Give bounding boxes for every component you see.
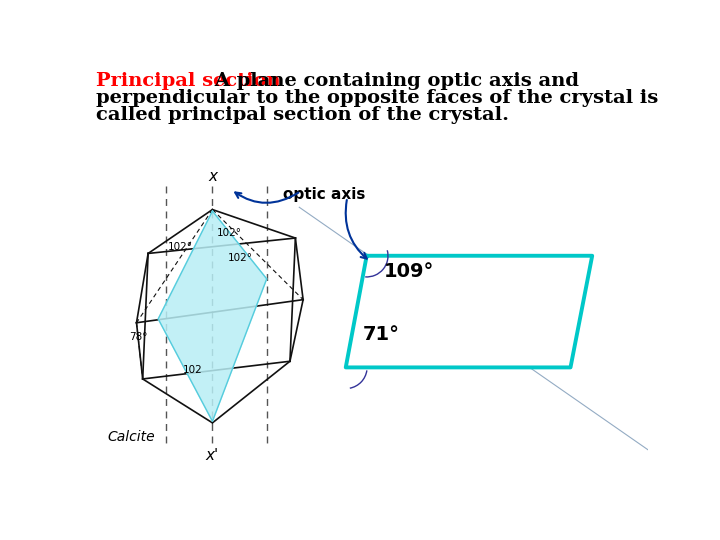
Text: 109°: 109° bbox=[384, 262, 434, 281]
Text: x: x bbox=[208, 169, 217, 184]
Text: 102: 102 bbox=[183, 365, 203, 375]
Text: optic axis: optic axis bbox=[283, 187, 365, 201]
Text: Calcite: Calcite bbox=[107, 429, 155, 443]
Text: A plane containing optic axis and: A plane containing optic axis and bbox=[208, 72, 579, 91]
Text: 71°: 71° bbox=[363, 326, 400, 345]
Text: called principal section of the crystal.: called principal section of the crystal. bbox=[96, 106, 509, 124]
Text: 78°: 78° bbox=[129, 333, 148, 342]
Text: 102°: 102° bbox=[168, 241, 192, 252]
Polygon shape bbox=[158, 211, 266, 421]
Text: Principal section: Principal section bbox=[96, 72, 281, 91]
Text: 102°: 102° bbox=[228, 253, 253, 263]
Text: perpendicular to the opposite faces of the crystal is: perpendicular to the opposite faces of t… bbox=[96, 90, 659, 107]
Text: 102°: 102° bbox=[216, 228, 241, 238]
Polygon shape bbox=[346, 256, 593, 367]
Text: x': x' bbox=[206, 448, 219, 463]
